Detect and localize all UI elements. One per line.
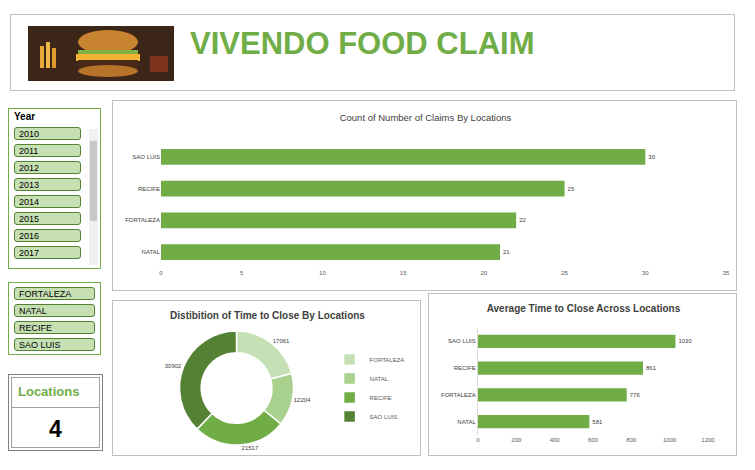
svg-text:776: 776 — [630, 392, 641, 398]
html-text:2011: 2011 — [19, 146, 39, 156]
svg-text:RECIFE: RECIFE — [370, 395, 392, 401]
html-text:4: 4 — [49, 416, 62, 442]
html-text:NATAL: NATAL — [19, 306, 47, 316]
html-text:Locations: Locations — [18, 384, 80, 399]
svg-text:NATAL: NATAL — [370, 376, 389, 382]
svg-text:1200: 1200 — [701, 437, 715, 443]
html-text:2012: 2012 — [19, 163, 39, 173]
svg-text:861: 861 — [646, 365, 657, 371]
svg-text:21: 21 — [503, 249, 510, 255]
svg-text:581: 581 — [592, 419, 603, 425]
svg-text:Distibition of Time to Close B: Distibition of Time to Close By Location… — [170, 310, 365, 321]
svg-text:RECIFE: RECIFE — [138, 186, 160, 192]
svg-text:SAO LUIS: SAO LUIS — [370, 414, 398, 420]
svg-text:25: 25 — [568, 186, 575, 192]
svg-text:600: 600 — [588, 437, 599, 443]
svg-text:25: 25 — [561, 270, 568, 276]
svg-text:30: 30 — [642, 270, 649, 276]
svg-text:RECIFE: RECIFE — [454, 365, 476, 371]
svg-text:10: 10 — [319, 270, 326, 276]
svg-text:0: 0 — [476, 437, 480, 443]
svg-text:22: 22 — [519, 217, 526, 223]
svg-text:0: 0 — [159, 270, 163, 276]
svg-text:FORTALEZA: FORTALEZA — [370, 357, 405, 363]
svg-text:15: 15 — [400, 270, 407, 276]
svg-text:Count of Number of Claims By L: Count of Number of Claims By Locations — [340, 112, 512, 123]
svg-text:5: 5 — [240, 270, 244, 276]
svg-text:21517: 21517 — [242, 445, 259, 451]
svg-text:SAO LUIS: SAO LUIS — [132, 154, 160, 160]
svg-text:FORTALEZA: FORTALEZA — [441, 392, 476, 398]
html-text:VIVENDO FOOD CLAIM: VIVENDO FOOD CLAIM — [190, 26, 535, 61]
svg-text:30902: 30902 — [165, 363, 182, 369]
svg-text:400: 400 — [550, 437, 561, 443]
svg-text:NATAL: NATAL — [142, 249, 161, 255]
svg-text:35: 35 — [723, 270, 730, 276]
svg-text:Average Time to Close Across L: Average Time to Close Across Locations — [487, 303, 681, 314]
svg-text:1030: 1030 — [678, 338, 692, 344]
html-text:2013: 2013 — [19, 180, 39, 190]
html-text:2016: 2016 — [19, 231, 39, 241]
html-text:2015: 2015 — [19, 214, 39, 224]
svg-text:30: 30 — [648, 154, 655, 160]
svg-text:800: 800 — [626, 437, 637, 443]
html-text:Year: Year — [14, 111, 36, 122]
svg-text:NATAL: NATAL — [457, 419, 476, 425]
svg-text:12204: 12204 — [294, 397, 311, 403]
svg-text:17061: 17061 — [273, 338, 290, 344]
html-text:2014: 2014 — [19, 197, 39, 207]
svg-text:200: 200 — [511, 437, 522, 443]
svg-text:FORTALEZA: FORTALEZA — [125, 217, 160, 223]
html-text:RECIFE: RECIFE — [19, 323, 52, 333]
html-text:FORTALEZA: FORTALEZA — [19, 289, 72, 299]
svg-text:20: 20 — [481, 270, 488, 276]
html-text:2017: 2017 — [19, 248, 39, 258]
svg-text:1000: 1000 — [663, 437, 677, 443]
html-text:SAO LUIS: SAO LUIS — [19, 340, 61, 350]
svg-text:SAO LUIS: SAO LUIS — [448, 338, 476, 344]
html-text:2010: 2010 — [19, 129, 39, 139]
